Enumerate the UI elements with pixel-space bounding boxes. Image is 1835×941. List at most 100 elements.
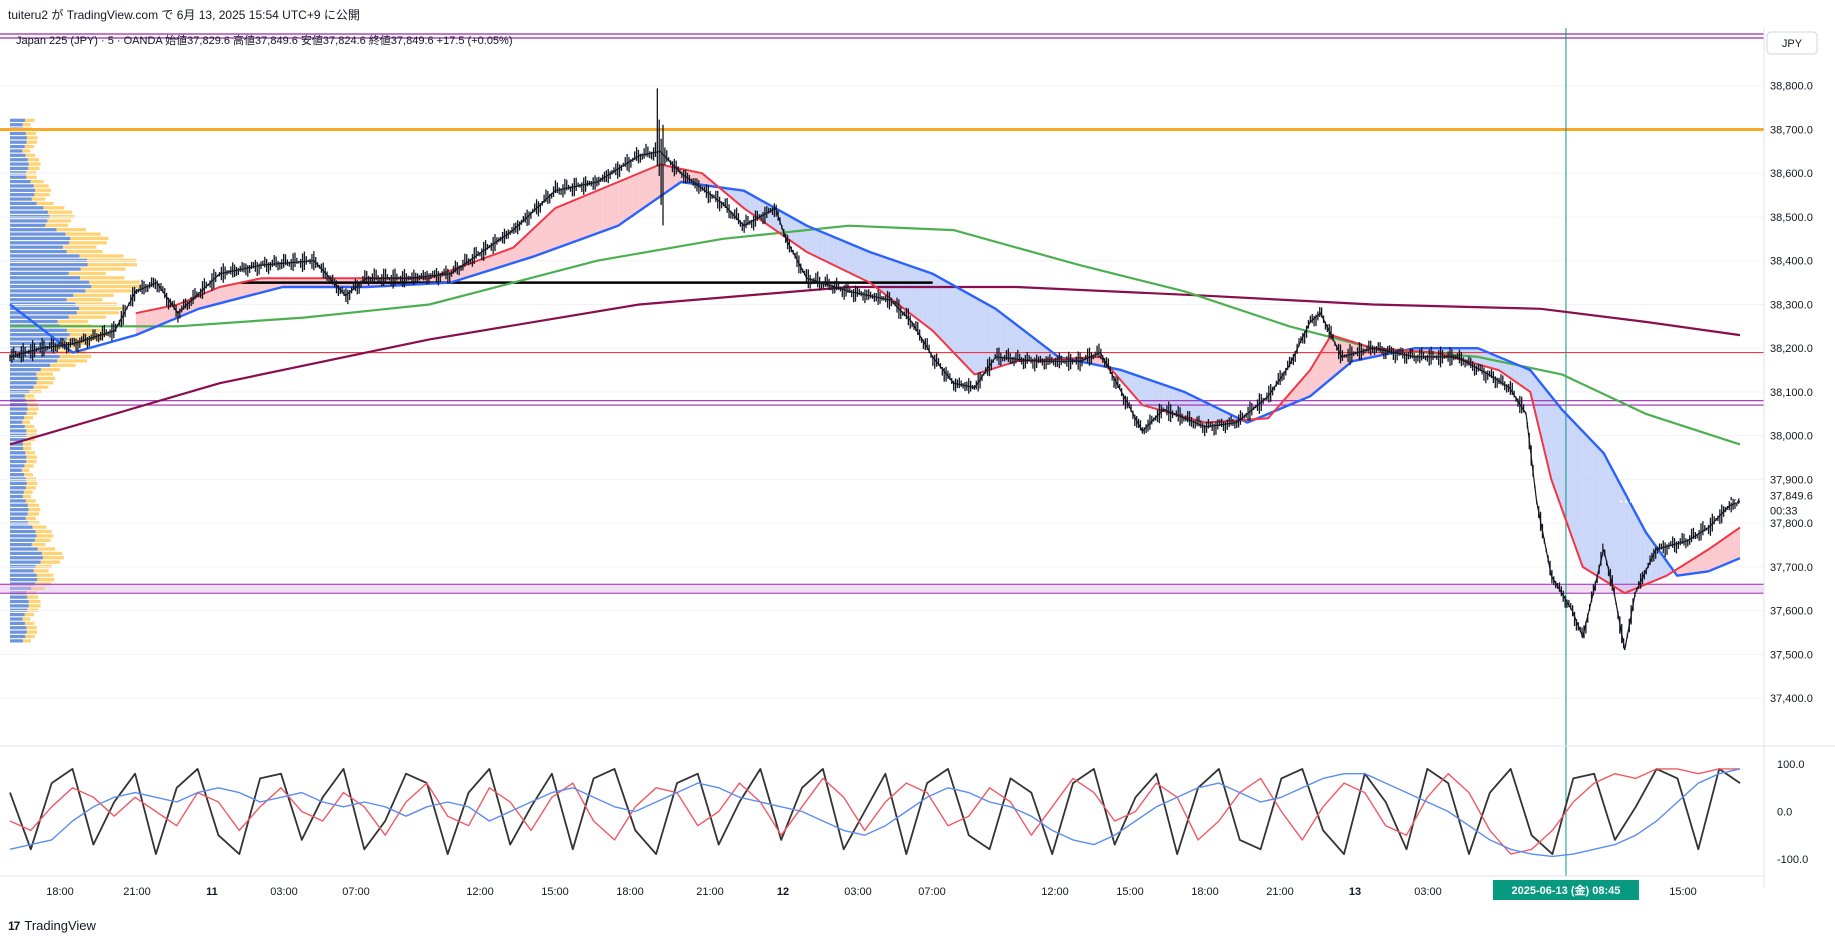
time-tick-label: 03:00 [270, 886, 298, 898]
volume-profile-bar-buy [10, 446, 24, 450]
ema-cloud-segment [534, 222, 540, 257]
volume-profile-bar-buy [10, 599, 29, 604]
ema-cloud-segment [1593, 442, 1599, 577]
ema-cloud-segment [932, 273, 938, 337]
time-tick-label: 18:00 [1191, 886, 1219, 898]
ema-cloud-segment [728, 188, 734, 200]
ema-cloud-segment [639, 171, 645, 212]
time-tick-label: 12 [777, 886, 789, 898]
ema-cloud-segment [1037, 340, 1043, 361]
ema-cloud-segment [476, 259, 482, 275]
currency-button[interactable] [1766, 31, 1818, 55]
price-tick-label: 38,300.0 [1770, 299, 1813, 311]
ema-cloud-segment [555, 206, 561, 249]
ema-cloud-segment [743, 190, 750, 212]
ema-cloud-segment [151, 308, 157, 329]
chart-grid [0, 85, 1764, 699]
volume-profile-bar-buy [10, 385, 34, 389]
price-tick-label: 38,100.0 [1770, 387, 1813, 399]
ema-cloud-segment [219, 285, 225, 304]
ema-cloud-segment [864, 249, 870, 283]
ema-cloud-segment [1121, 370, 1127, 388]
time-tick-label: 03:00 [844, 886, 872, 898]
last-price-value: 37,849.6 [1770, 490, 1813, 502]
ema-cloud-segment [1027, 332, 1033, 361]
symbol-legend[interactable]: Japan 225 (JPY) · 5 · OANDA 始値37,829.6 高… [16, 33, 513, 47]
volume-profile-bar-buy [10, 241, 70, 245]
volume-profile-bar-buy [10, 490, 24, 494]
price-levels [0, 28, 1764, 876]
volume-profile-bar-buy [10, 368, 41, 372]
ema-cloud-segment [272, 278, 278, 290]
volume-profile-bar-buy [10, 232, 66, 236]
volume-profile-bar-buy [10, 359, 58, 363]
volume-profile-bar-buy [10, 512, 28, 516]
ema-cloud-segment [1734, 527, 1740, 561]
volume-profile-bar-buy [10, 153, 26, 157]
price-tick-label: 38,200.0 [1770, 343, 1813, 355]
volume-profile [10, 118, 143, 643]
ema-cloud-segment [1194, 397, 1201, 422]
ema-cloud-segment [570, 199, 577, 243]
ema-cloud-segment [1635, 512, 1641, 589]
time-tick-label: 07:00 [918, 886, 946, 898]
ema-cloud-segment [544, 213, 550, 253]
ema-cloud-segment [785, 214, 792, 242]
ema-cloud-segment [1152, 381, 1159, 410]
volume-profile-bar-buy [10, 481, 27, 485]
ema-cloud-segment [1493, 354, 1499, 371]
time-tick-label: 15:00 [541, 886, 569, 898]
volume-profile-bar-buy [10, 236, 71, 241]
volume-profile-bar-buy [10, 223, 46, 227]
volume-profile-bar-buy [10, 442, 23, 446]
time-tick-label: 18:00 [46, 886, 74, 898]
volume-profile-bar-buy [10, 494, 23, 499]
volume-profile-bar-buy [10, 529, 36, 534]
ema-cloud-segment [1299, 376, 1305, 401]
volume-profile-bar-buy [10, 298, 67, 302]
ema-cloud-segment [1210, 404, 1216, 423]
ema-cloud-segment [958, 288, 965, 364]
volume-profile-bar-buy [10, 538, 35, 542]
time-tick-label: 15:00 [1116, 886, 1144, 898]
volume-profile-bar-buy [10, 263, 88, 267]
volume-profile-bar-buy [10, 486, 26, 490]
price-path [9, 150, 1741, 651]
volume-profile-bar-buy [10, 284, 92, 289]
price-tick-label: 38,800.0 [1770, 81, 1813, 93]
ema-cloud-segment [1582, 431, 1588, 571]
ema-cloud-segment [1619, 482, 1625, 594]
volume-profile-bar-buy [10, 639, 23, 643]
volume-profile-bar-buy [10, 617, 23, 621]
volume-profile-bar-buy [10, 455, 27, 459]
ema-cloud-segment [1687, 559, 1693, 575]
time-tick-label: 12:00 [1041, 886, 1069, 898]
volume-profile-bar-buy [10, 123, 23, 127]
ema-cloud-segment [833, 236, 839, 268]
ema-cloud-segment [1551, 396, 1557, 494]
oscillator-tick-label: 0.0 [1777, 807, 1792, 819]
volume-profile-bar-buy [10, 289, 86, 293]
volume-profile-bar-buy [10, 394, 25, 398]
ema-cloud-segment [607, 184, 613, 230]
ema-cloud-segment [649, 166, 655, 204]
ema-cloud-segment [969, 294, 975, 375]
ema-cloud-segment [859, 247, 865, 281]
bar-countdown: 00:33 [1770, 505, 1798, 517]
ema-cloud-segment [916, 268, 923, 323]
volume-profile-bar-buy [10, 534, 37, 538]
ema-cloud-segment [885, 257, 891, 299]
time-tick-label: 21:00 [123, 886, 151, 898]
ema-cloud-segment [644, 168, 650, 208]
chart-area[interactable]: Japan 225 (JPY) · 5 · OANDA 始値37,829.6 高… [0, 28, 1835, 916]
candles [9, 88, 1764, 651]
volume-profile-bar-buy [10, 363, 51, 367]
volume-profile-bar-buy [10, 280, 90, 284]
volume-profile-bar-buy [10, 547, 38, 551]
ema-cloud-segment [696, 172, 702, 185]
ema-cloud-segment [539, 218, 545, 255]
ema-cloud-segment [1624, 492, 1630, 594]
footer-brand[interactable]: 17 TradingView [8, 918, 96, 933]
ema-cloud-segment [843, 241, 849, 273]
ema-cloud-segment [235, 282, 241, 300]
